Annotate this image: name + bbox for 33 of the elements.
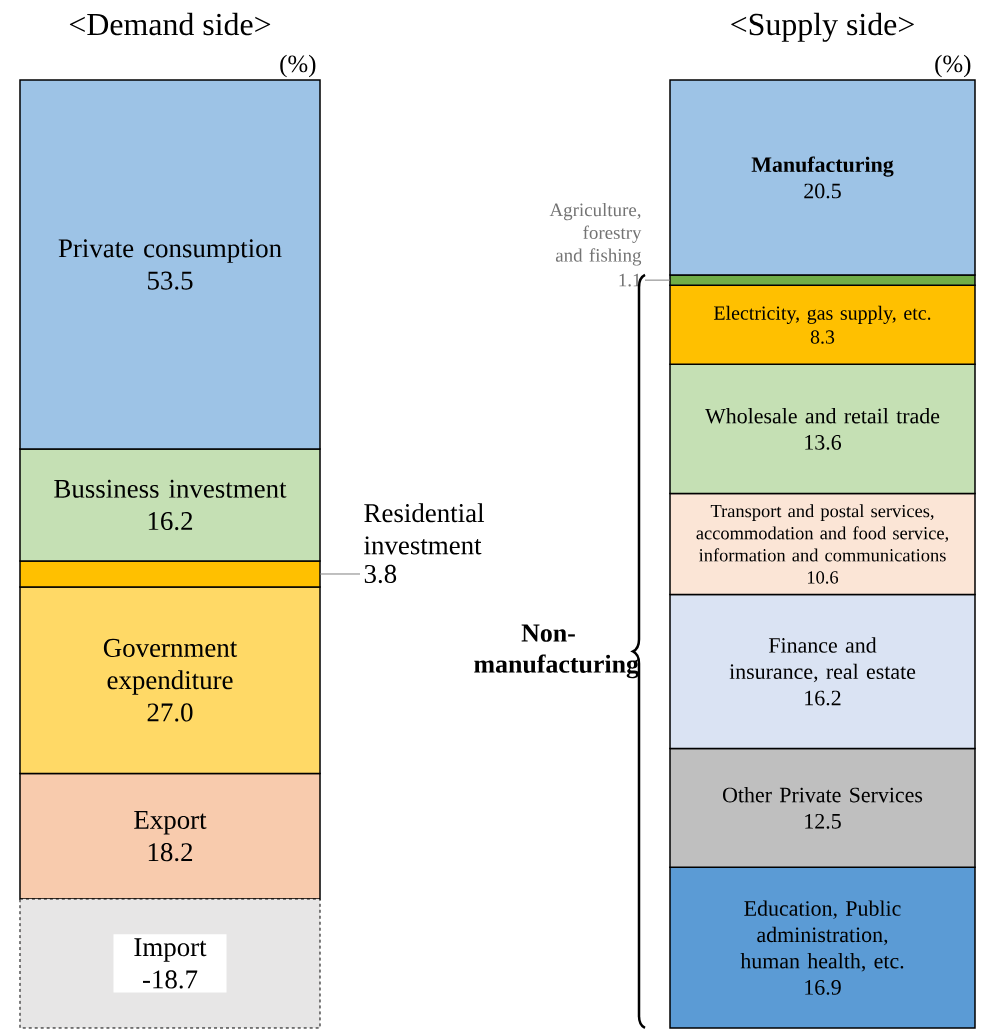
chart-title: <Demand side> <box>69 12 271 36</box>
series-label: Private consumption <box>58 239 282 263</box>
data-label: 16.9 <box>805 980 841 995</box>
data-label: 27.0 <box>147 703 193 722</box>
chart-title: <Supply side> <box>731 12 914 42</box>
series-label: Electricity, gas supply, etc. <box>713 305 931 324</box>
series-label: Transport and postal services, accommodation and food service, information and communications <box>696 504 949 562</box>
series-label: Import <box>134 938 207 962</box>
data-label: 8.3 <box>810 330 835 344</box>
data-label: 16.2 <box>805 690 841 706</box>
series-label: Education, Public administration, human health, etc. <box>740 900 904 972</box>
text: Non-manufacturing <box>474 624 639 679</box>
series-label: Finance and insurance, real estate <box>729 637 916 683</box>
data-label: -18.7 <box>142 970 198 989</box>
series-label: Agriculture, forestry and fishing <box>549 202 642 266</box>
y-axis-title: (%) <box>280 54 316 78</box>
data-label: 20.5 <box>804 183 841 199</box>
series-label: Residential investment <box>364 503 485 555</box>
series-label: Government expenditure <box>103 638 238 695</box>
data-label: 18.2 <box>148 843 193 862</box>
data-label: 53.5 <box>148 271 193 290</box>
data-label: 10.6 <box>808 571 839 584</box>
series-label: Wholesale and retail trade <box>705 408 940 424</box>
series-label: Manufacturing <box>751 156 894 177</box>
data-label: 1.1 <box>619 273 641 287</box>
series-label: Other Private Services <box>722 786 923 803</box>
y-axis-title: (%) <box>935 54 971 78</box>
data-label: 12.5 <box>805 813 841 829</box>
data-label: 16.2 <box>148 512 193 531</box>
data-label: 3.8 <box>364 564 397 584</box>
data-label: 13.6 <box>805 435 842 450</box>
series-label: Bussiness investment <box>54 479 287 498</box>
series-label: Export <box>134 811 207 835</box>
